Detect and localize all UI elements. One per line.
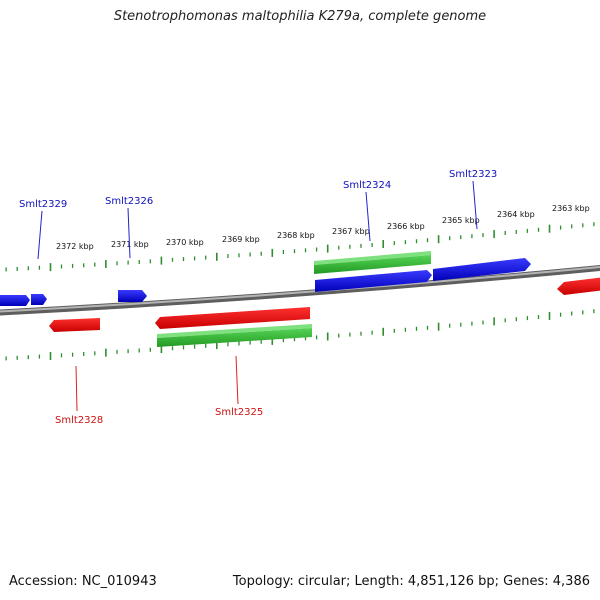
kbp-label: 2363 kbp xyxy=(552,204,590,213)
kbp-label: 2370 kbp xyxy=(166,238,204,247)
upper-tick-ruler xyxy=(5,222,595,272)
genome-summary-text: Topology: circular; Length: 4,851,126 bp… xyxy=(232,574,590,589)
kbp-label: 2365 kbp xyxy=(442,216,480,225)
kbp-label: 2372 kbp xyxy=(56,242,94,251)
accession-text: Accession: NC_010943 xyxy=(9,574,157,589)
gene-arrow-Smlt2324[interactable] xyxy=(315,270,432,292)
gene-label-Smlt2328: Smlt2328 xyxy=(55,415,103,426)
gene-arrow-Smlt2323[interactable] xyxy=(433,258,531,281)
gene-label-Smlt2324: Smlt2324 xyxy=(343,180,391,191)
gene-label-Smlt2325: Smlt2325 xyxy=(215,407,263,418)
kbp-label: 2368 kbp xyxy=(277,231,315,240)
kbp-label: 2367 kbp xyxy=(332,227,370,236)
gene-label-Smlt2329: Smlt2329 xyxy=(19,199,67,210)
cds-feature-lower[interactable] xyxy=(157,324,312,347)
kbp-label: 2369 kbp xyxy=(222,235,260,244)
gene-arrow-reverse[interactable] xyxy=(557,277,600,295)
gene-arrow-Smlt2329[interactable] xyxy=(31,294,47,305)
gene-label-Smlt2323: Smlt2323 xyxy=(449,169,497,180)
gene-arrow-Smlt2328[interactable] xyxy=(49,318,100,332)
gene-arrow-forward[interactable] xyxy=(0,295,30,306)
gene-arrow-Smlt2326[interactable] xyxy=(118,290,147,302)
map-title: Stenotrophomonas maltophilia K279a, comp… xyxy=(113,9,487,24)
lower-tick-ruler xyxy=(5,309,595,361)
gene-label-Smlt2326: Smlt2326 xyxy=(105,196,153,207)
cds-feature-upper[interactable] xyxy=(314,251,431,274)
kbp-label-group: 2363 kbp 2364 kbp 2365 kbp 2366 kbp 2367… xyxy=(56,204,590,251)
kbp-label: 2364 kbp xyxy=(497,210,535,219)
chromosome-backbone-highlight xyxy=(0,265,600,313)
kbp-label: 2366 kbp xyxy=(387,222,425,231)
leader-lines xyxy=(37,180,478,412)
gene-arrow-Smlt2325[interactable] xyxy=(155,307,310,329)
